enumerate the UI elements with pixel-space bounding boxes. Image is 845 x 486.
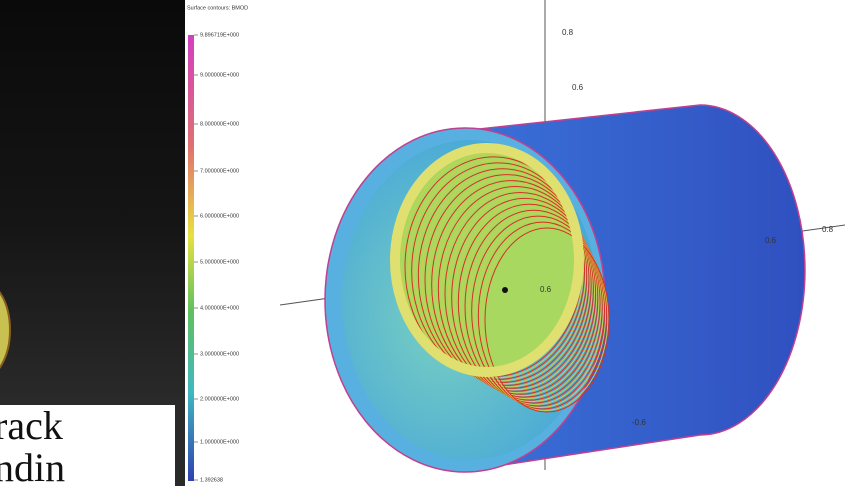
colorbar-labels: 9.896719E+000 9.000000E+000 8.000000E+000 7… [194,32,239,483]
axis-label: 0.8 [562,28,574,37]
caption-line: rack [0,405,63,448]
colorbar-label: 1.392638 [200,477,223,483]
coil-turn [424,174,590,386]
axis-labels: 0.8 0.6 0.6 0.8 0.6 -0.6 [540,28,834,427]
colorbar-label: 4.000000E+000 [200,305,239,311]
coil-turn [444,191,597,395]
axis-label: 0.6 [572,83,584,92]
edge [175,405,185,486]
coil-turn [427,177,591,388]
colorbar-label: 8.000000E+000 [200,121,239,127]
axis-label: 0.8 [822,225,834,234]
colorbar-label: 9.896719E+000 [200,32,239,38]
caption: rack ndin [0,405,175,486]
coil-turn [451,197,599,398]
colorbar-label: 3.000000E+000 [200,351,239,357]
colorbar-label: 6.000000E+000 [200,213,239,219]
origin [502,287,508,293]
coil-turn [461,206,602,403]
caption-line: ndin [0,445,66,486]
coil-turn [481,224,609,412]
coil-turn [471,215,606,407]
coil-turn [417,168,588,383]
coil-turn [457,203,601,401]
colorbar-label: 1.000000E+000 [200,439,239,445]
axis-label: 0.6 [540,285,552,294]
photo-object [0,290,11,370]
coil-turn [447,194,598,397]
coil-turn [477,221,608,410]
coil-turn [484,227,610,413]
coil-turn [464,209,603,404]
photo [0,0,185,405]
coil-turn [441,188,596,394]
colorbar-title: Surface contours: BMOD [187,5,248,11]
coil-turn [454,200,600,400]
coil-turn [431,180,592,389]
colorbar [188,35,194,481]
colorbar-label: 2.000000E+000 [200,396,239,402]
coil-turn [421,171,589,385]
coil-turn [467,212,604,406]
colorbar-label: 5.000000E+000 [200,259,239,265]
axis-label: 0.6 [765,236,777,245]
coil-end [390,143,584,377]
coil-turn [437,186,594,392]
colorbar-label: 7.000000E+000 [200,168,239,174]
colorbar-label: 9.000000E+000 [200,72,239,78]
coil-turn [474,218,607,409]
axis-label: -0.6 [632,418,646,427]
coil-turn [434,183,593,391]
